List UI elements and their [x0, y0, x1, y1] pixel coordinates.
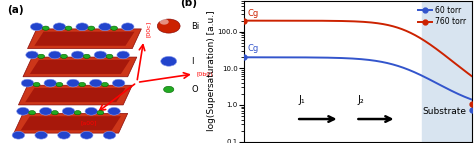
- Legend: 60 torr, 760 torr: 60 torr, 760 torr: [417, 5, 468, 28]
- Polygon shape: [25, 88, 126, 102]
- Polygon shape: [34, 32, 135, 46]
- Ellipse shape: [106, 54, 113, 58]
- Ellipse shape: [74, 111, 81, 115]
- Polygon shape: [21, 116, 121, 130]
- Ellipse shape: [90, 79, 102, 87]
- Ellipse shape: [79, 82, 86, 87]
- Ellipse shape: [81, 131, 93, 139]
- Ellipse shape: [72, 51, 84, 59]
- Text: J₁: J₁: [299, 95, 305, 105]
- Ellipse shape: [101, 82, 109, 87]
- Ellipse shape: [94, 51, 107, 59]
- Polygon shape: [30, 60, 130, 74]
- Ellipse shape: [28, 111, 36, 115]
- Ellipse shape: [48, 51, 61, 59]
- Text: Bi: Bi: [191, 22, 200, 31]
- Ellipse shape: [53, 23, 66, 31]
- Ellipse shape: [61, 54, 67, 58]
- Ellipse shape: [76, 23, 89, 31]
- Ellipse shape: [85, 107, 98, 115]
- Text: Cg: Cg: [247, 43, 258, 52]
- Text: [a00]: [a00]: [81, 120, 97, 125]
- Ellipse shape: [161, 56, 177, 66]
- Ellipse shape: [58, 131, 70, 139]
- Ellipse shape: [44, 79, 56, 87]
- Ellipse shape: [51, 111, 58, 115]
- Ellipse shape: [56, 82, 63, 87]
- Text: [0b0]: [0b0]: [196, 72, 213, 77]
- Ellipse shape: [97, 111, 104, 115]
- Ellipse shape: [117, 51, 129, 59]
- Text: (a): (a): [7, 5, 24, 15]
- Ellipse shape: [88, 26, 95, 30]
- Ellipse shape: [62, 107, 75, 115]
- Ellipse shape: [157, 19, 180, 33]
- Ellipse shape: [33, 82, 40, 87]
- Text: J₂: J₂: [358, 95, 365, 105]
- Ellipse shape: [164, 86, 174, 93]
- Ellipse shape: [21, 79, 34, 87]
- Ellipse shape: [35, 131, 47, 139]
- Ellipse shape: [67, 79, 79, 87]
- Ellipse shape: [160, 19, 169, 25]
- Ellipse shape: [65, 26, 72, 30]
- Text: Substrate: Substrate: [422, 107, 466, 116]
- Polygon shape: [14, 113, 128, 133]
- Text: O: O: [191, 85, 198, 94]
- Ellipse shape: [112, 79, 125, 87]
- Ellipse shape: [83, 54, 90, 58]
- Polygon shape: [23, 57, 137, 77]
- Text: I: I: [191, 57, 194, 66]
- Text: [00c]: [00c]: [146, 21, 151, 37]
- Ellipse shape: [108, 107, 120, 115]
- Ellipse shape: [12, 131, 25, 139]
- Ellipse shape: [103, 131, 116, 139]
- Y-axis label: log(Supersaturation) [a.u.]: log(Supersaturation) [a.u.]: [207, 11, 216, 131]
- Text: (b): (b): [180, 0, 197, 8]
- Ellipse shape: [26, 51, 38, 59]
- Ellipse shape: [42, 26, 49, 30]
- Ellipse shape: [38, 54, 45, 58]
- Ellipse shape: [17, 107, 29, 115]
- Ellipse shape: [110, 26, 118, 30]
- Text: Cg: Cg: [247, 9, 258, 18]
- Polygon shape: [18, 85, 132, 105]
- Ellipse shape: [121, 23, 134, 31]
- Ellipse shape: [99, 23, 111, 31]
- Ellipse shape: [30, 23, 43, 31]
- Polygon shape: [27, 29, 141, 49]
- Ellipse shape: [39, 107, 52, 115]
- Bar: [421, 1, 472, 142]
